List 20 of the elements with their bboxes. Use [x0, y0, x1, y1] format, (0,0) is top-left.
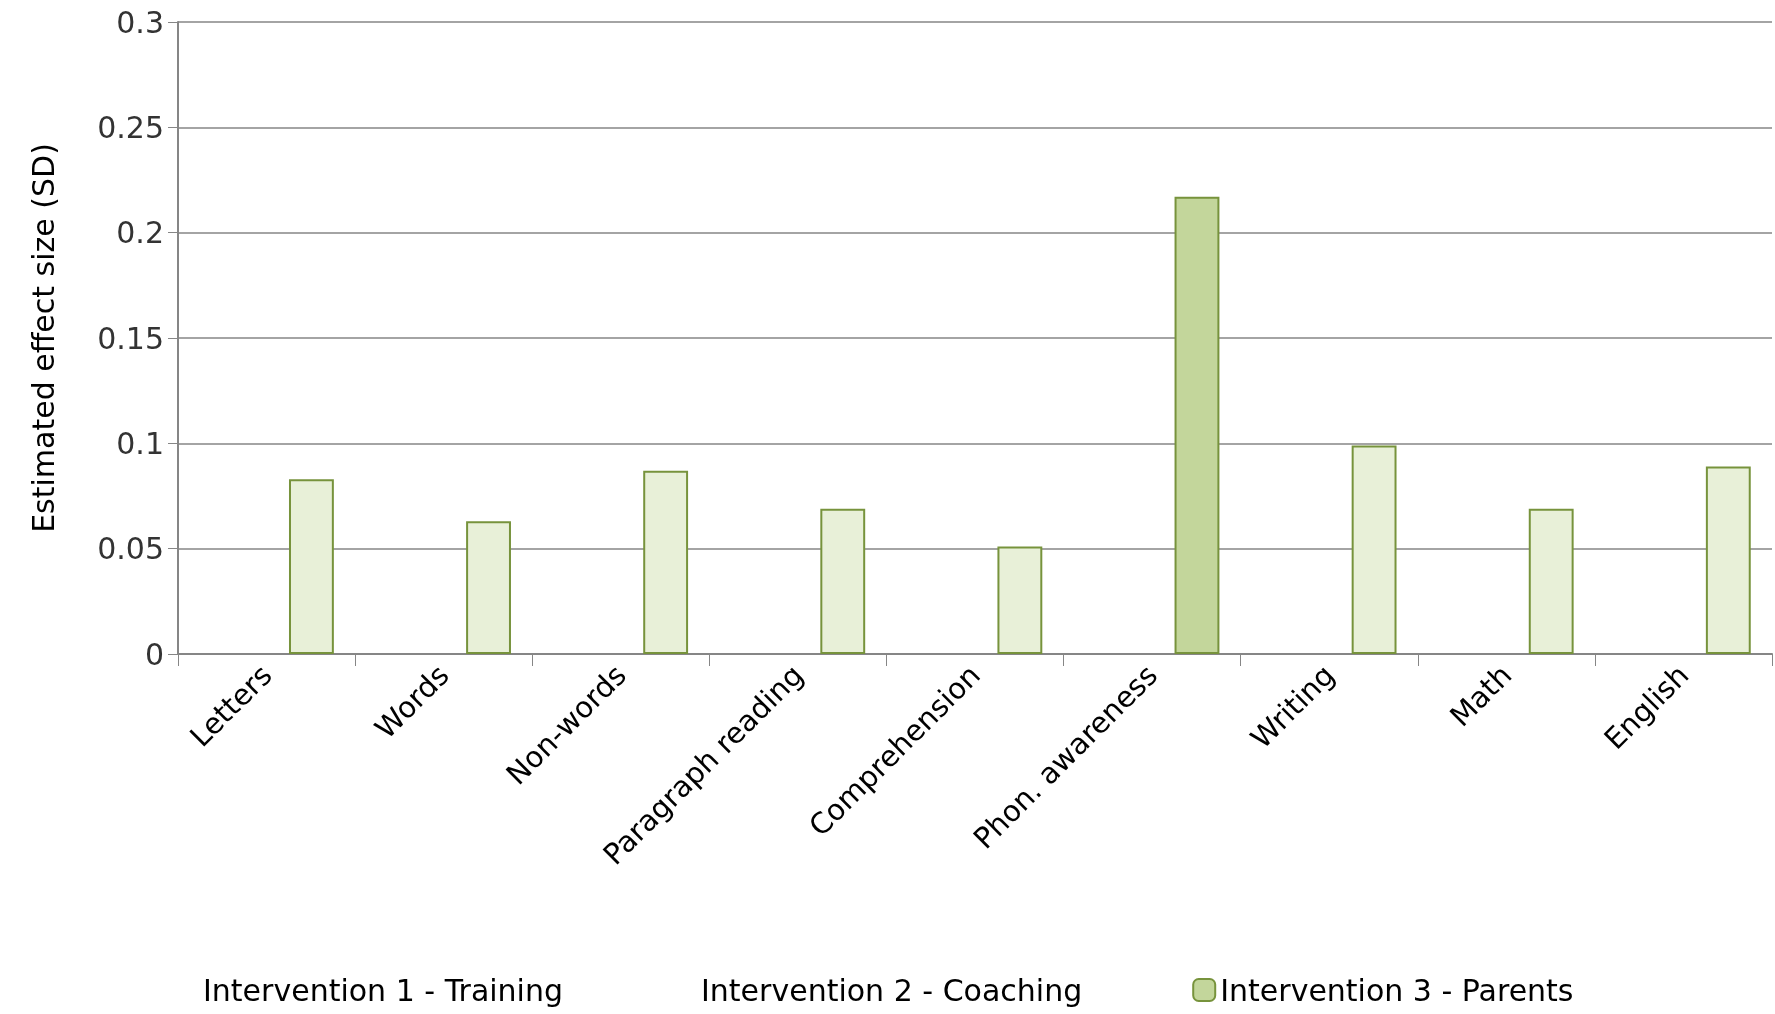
- bar: [1705, 466, 1751, 654]
- y-axis-title: Estimated effect size (SD): [25, 143, 61, 533]
- text: Intervention 1 - Training: [203, 972, 563, 1008]
- text: Intervention 2 - Coaching: [701, 972, 1083, 1008]
- y-tick-label: 0.2: [116, 215, 164, 251]
- bar: [1174, 196, 1220, 654]
- bar: [1528, 508, 1574, 654]
- bar: [288, 479, 334, 654]
- y-tick-label: 0.1: [116, 425, 164, 461]
- bar: [1351, 445, 1397, 654]
- bar: [643, 470, 689, 654]
- y-tick-label: 0.15: [97, 320, 164, 356]
- bar: [997, 546, 1043, 654]
- y-tick-label: 0.3: [116, 4, 164, 40]
- legend-label: Intervention 3 - Parents: [1220, 972, 1574, 1008]
- y-tick-label: 0: [144, 636, 164, 672]
- y-tick-label: 0.05: [97, 531, 164, 567]
- bar: [820, 508, 866, 654]
- y-tick-label: 0.25: [97, 109, 164, 145]
- bar: [466, 521, 511, 654]
